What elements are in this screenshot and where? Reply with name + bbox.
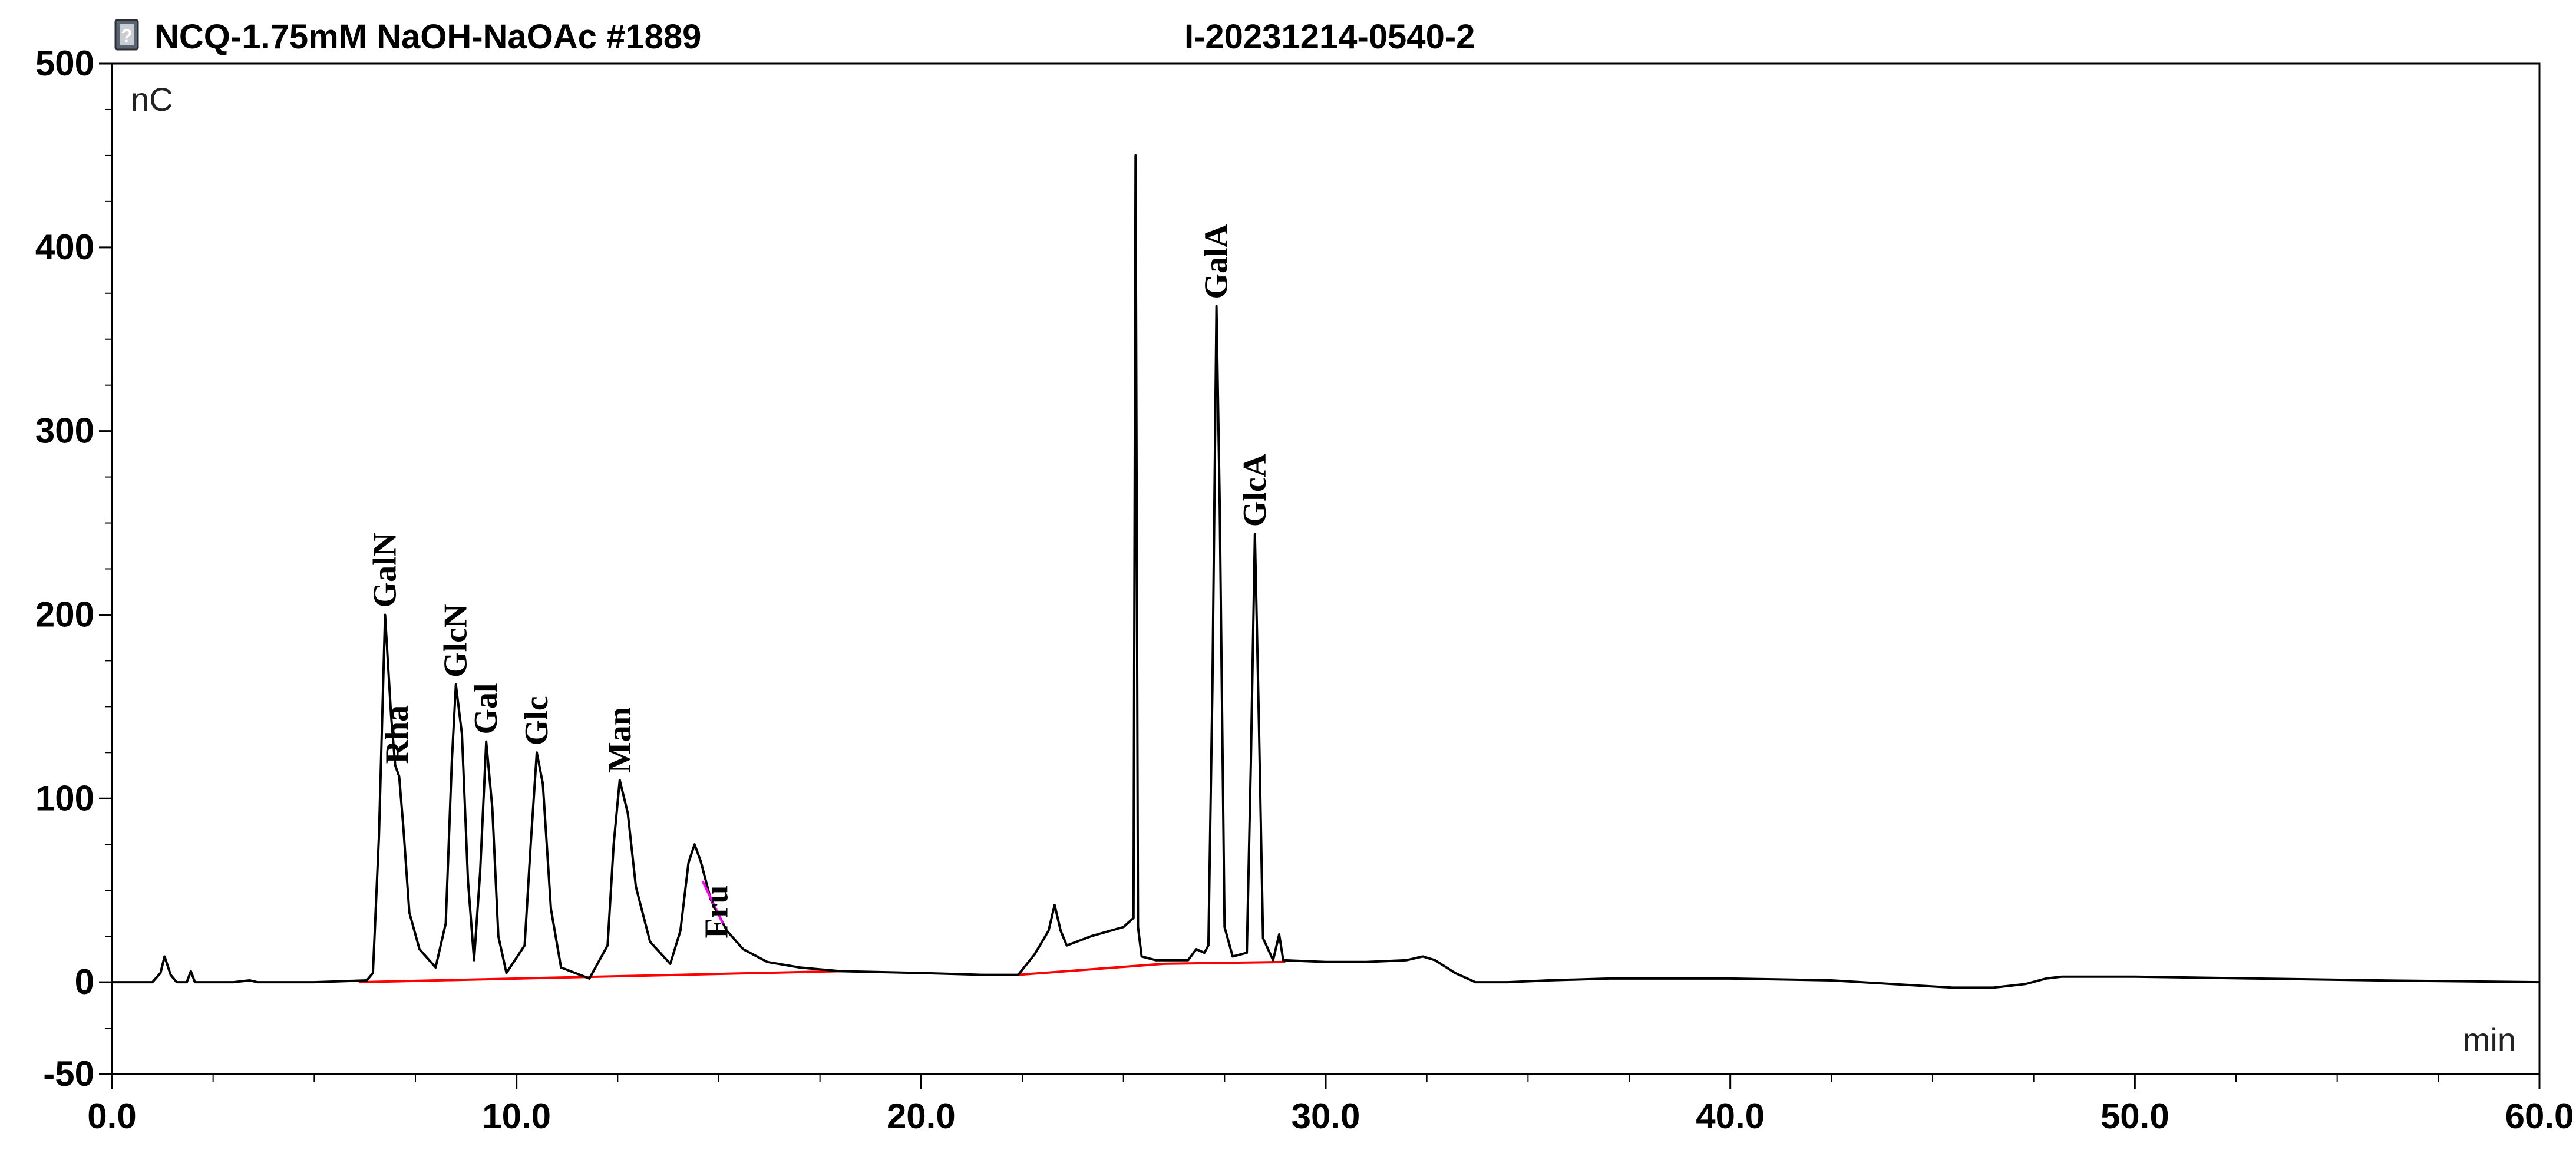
baseline-segment bbox=[1164, 960, 1286, 965]
x-tick-label: 50.0 bbox=[2101, 1096, 2169, 1136]
x-axis: 0.0 10.0 20.0 30.0 40.0 50.0 60.0 bbox=[87, 1074, 2574, 1136]
y-axis: -50 0 100 200 300 400 500 bbox=[35, 44, 112, 1093]
y-tick-label: 400 bbox=[35, 227, 94, 267]
y-unit-label: nC bbox=[131, 81, 173, 118]
x-tick-label: 60.0 bbox=[2505, 1096, 2574, 1136]
y-tick-label: 300 bbox=[35, 411, 94, 451]
peak-label: Fru bbox=[699, 886, 735, 939]
y-tick-label: 0 bbox=[75, 962, 94, 1002]
chart-header: ? NCQ-1.75mM NaOH-NaOAc #1889 I-20231214… bbox=[114, 18, 1475, 56]
baseline-segment bbox=[358, 970, 841, 984]
peak-label: GlcN bbox=[438, 604, 474, 678]
x-tick-label: 40.0 bbox=[1696, 1096, 1765, 1136]
svg-text:?: ? bbox=[121, 25, 133, 47]
x-tick-label: 10.0 bbox=[482, 1096, 551, 1136]
y-tick-label: -50 bbox=[43, 1054, 94, 1093]
x-tick-label: 30.0 bbox=[1292, 1096, 1360, 1136]
x-unit-label: min bbox=[2463, 1021, 2516, 1058]
chart-title: NCQ-1.75mM NaOH-NaOAc #1889 bbox=[154, 18, 701, 56]
y-tick-label: 200 bbox=[35, 594, 94, 634]
baseline-segments bbox=[358, 960, 1286, 984]
x-tick-label: 0.0 bbox=[87, 1096, 136, 1136]
chart-subtitle: I-20231214-0540-2 bbox=[1184, 18, 1475, 56]
peak-label: GalN bbox=[367, 533, 404, 608]
peak-label: GlcA bbox=[1237, 453, 1273, 527]
peak-label: Glc bbox=[518, 696, 555, 745]
y-tick-label: 500 bbox=[35, 44, 94, 83]
y-tick-label: 100 bbox=[35, 778, 94, 818]
chromatogram-trace-group bbox=[112, 154, 2540, 989]
peak-label: GalA bbox=[1198, 223, 1235, 299]
peak-labels: GalN Rha GlcN Gal Glc Man Fru GalA GlcA bbox=[367, 223, 1273, 938]
baseline-segment bbox=[1018, 962, 1164, 976]
peak-label: Gal bbox=[468, 683, 504, 734]
x-tick-label: 20.0 bbox=[887, 1096, 956, 1136]
peak-label: Rha bbox=[379, 705, 415, 764]
peak-label: Man bbox=[602, 707, 638, 773]
chromatogram-trace bbox=[112, 154, 2540, 989]
question-document-icon: ? bbox=[114, 19, 139, 51]
highlight-segment bbox=[701, 880, 724, 924]
